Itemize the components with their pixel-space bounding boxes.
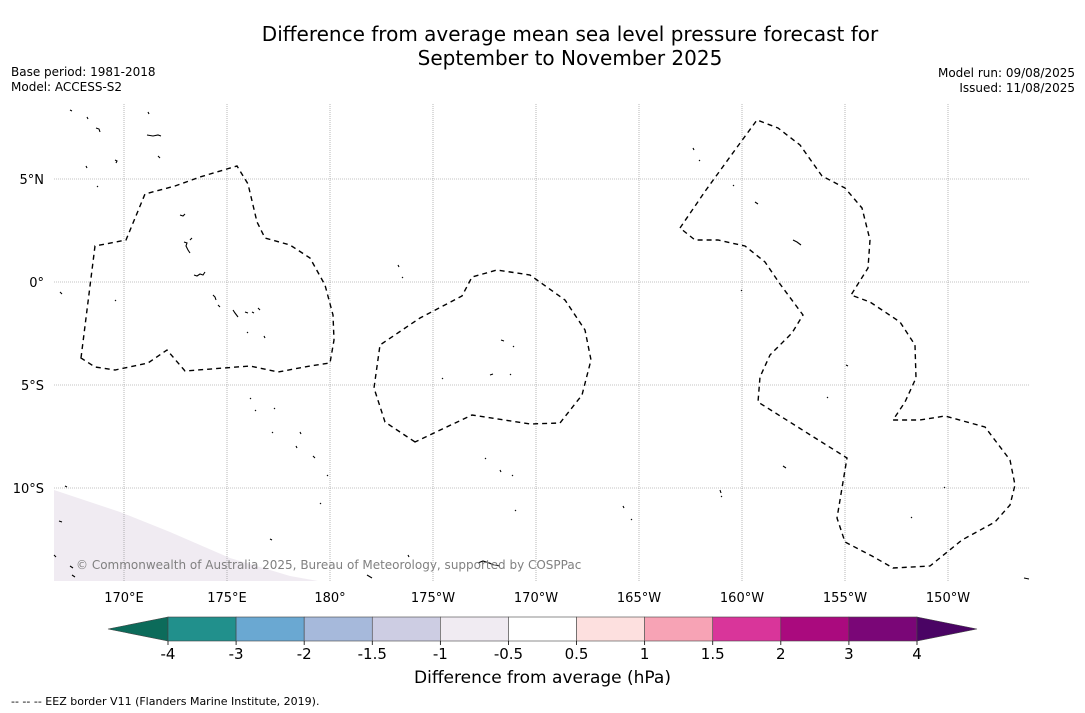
lat-label-2: 5°S — [21, 379, 44, 394]
map-title: Difference from average mean sea level p… — [0, 22, 1085, 70]
lat-label-3: 10°S — [13, 482, 44, 497]
eez-footnote: -- -- -- EEZ border V11 (Flanders Marine… — [11, 695, 320, 708]
lat-label-0: 5°N — [20, 173, 45, 188]
field-shading-negative — [54, 490, 318, 581]
eez-border-east — [679, 119, 1016, 569]
model-run: Model run: 09/08/2025 — [937, 66, 1075, 80]
lon-label-2: 180° — [314, 591, 345, 606]
lon-label-7: 155°W — [823, 591, 867, 606]
graticule — [54, 104, 1030, 581]
colorbar-tick-3: -1.5 — [358, 645, 387, 663]
colorbar-tick-5: -0.5 — [494, 645, 523, 663]
colorbar-tick-4: -1 — [433, 645, 448, 663]
colorbar-tick-6: 0.5 — [565, 645, 589, 663]
colorbar-bin-3 — [371, 616, 441, 642]
eez-border-central — [373, 269, 592, 443]
pressure-field — [54, 490, 318, 581]
colorbar-label: Difference from average (hPa) — [414, 668, 671, 688]
colorbar-tick-10: 3 — [844, 645, 854, 663]
lon-label-1: 175°E — [207, 591, 247, 606]
colorbar-bin-1 — [235, 616, 305, 642]
title-line-2: September to November 2025 — [417, 46, 723, 70]
colorbar-tick-8: 1.5 — [701, 645, 725, 663]
colorbar-under-arrow — [107, 616, 169, 642]
lon-label-4: 170°W — [514, 591, 558, 606]
colorbar-tick-0: -4 — [161, 645, 176, 663]
base-period: Base period: 1981-2018 — [11, 65, 156, 79]
colorbar-bin-5 — [508, 616, 577, 642]
copyright-notice: © Commonwealth of Australia 2025, Bureau… — [76, 558, 582, 572]
colorbar-tick-11: 4 — [912, 645, 922, 663]
meta-right: Model run: 09/08/2025 Issued: 11/08/2025 — [938, 66, 1075, 96]
model-name: Model: ACCESS-S2 — [11, 80, 123, 94]
lat-label-1: 0° — [29, 276, 44, 291]
lon-label-5: 165°W — [617, 591, 661, 606]
colorbar-bin-4 — [440, 616, 509, 642]
lon-label-8: 150°W — [926, 591, 970, 606]
eez-borders — [80, 119, 1016, 569]
colorbar-bin-6 — [576, 616, 645, 642]
colorbar-bin-2 — [303, 616, 373, 642]
lon-label-6: 160°W — [720, 591, 764, 606]
title-line-1: Difference from average mean sea level p… — [261, 22, 879, 46]
lon-label-3: 175°W — [411, 591, 455, 606]
colorbar-over-arrow — [916, 616, 978, 642]
axis-labels: 170°E 175°E 180° 175°W 170°W 165°W 160°W 155°W 1… — [13, 173, 971, 606]
colorbar-tick-2: -2 — [297, 645, 312, 663]
island-outlines — [53, 109, 1030, 580]
colorbar-tick-1: -3 — [229, 645, 244, 663]
meta-left: Base period: 1981-2018 Model: ACCESS-S2 — [11, 65, 156, 95]
colorbar-tick-7: 1 — [640, 645, 650, 663]
colorbar-bin-9 — [780, 616, 850, 642]
colorbar-bin-0 — [167, 616, 237, 642]
colorbar-bin-7 — [644, 616, 714, 642]
colorbar: -4 -3 -2 -1.5 -1 -0.5 0.5 1 1.5 2 3 4 — [107, 616, 978, 663]
colorbar-bin-10 — [848, 616, 918, 642]
issued-date: Issued: 11/08/2025 — [959, 81, 1075, 95]
lon-label-0: 170°E — [104, 591, 144, 606]
eez-border-west — [80, 165, 335, 373]
colorbar-tick-9: 2 — [776, 645, 786, 663]
colorbar-bin-8 — [712, 616, 782, 642]
